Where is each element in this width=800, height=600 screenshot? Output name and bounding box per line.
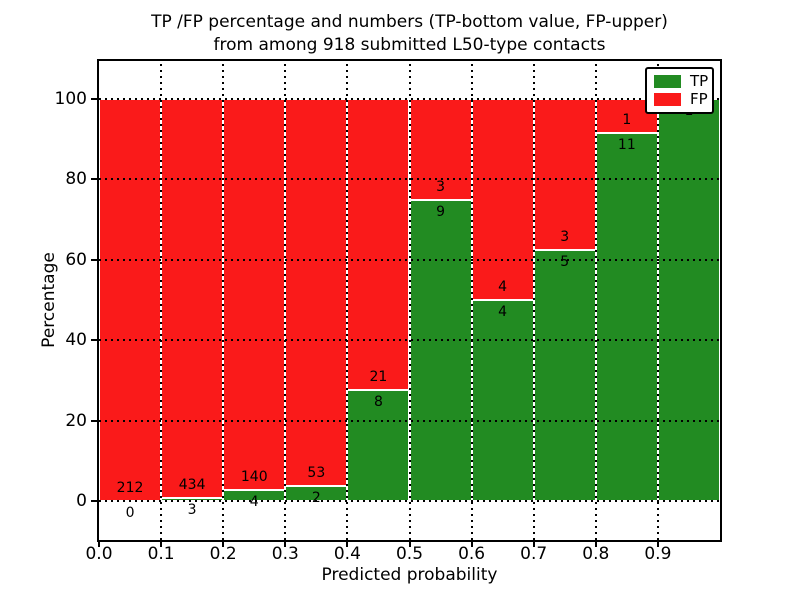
axis-spine-right xyxy=(720,59,722,542)
x-gridline xyxy=(346,61,349,540)
x-tick xyxy=(470,541,473,547)
bar-segment-fp xyxy=(533,99,596,250)
y-tick xyxy=(91,419,97,422)
fp-count-label: 212 xyxy=(116,480,144,496)
x-tick-label: 0.5 xyxy=(395,544,424,564)
tp-count-label: 11 xyxy=(617,136,636,153)
x-tick xyxy=(222,541,225,547)
bar-segment-tp xyxy=(471,300,534,501)
x-tick-label: 0.1 xyxy=(147,544,175,564)
bar-segment-fp xyxy=(471,99,534,300)
tp-count-label: 0 xyxy=(125,505,135,521)
legend-label: FP xyxy=(690,90,708,109)
legend: TP FP xyxy=(645,67,714,114)
bar-segment-fp xyxy=(99,99,162,501)
x-tick-label: 0.2 xyxy=(209,544,237,564)
fp-count-label: 1 xyxy=(622,111,632,128)
fp-count-label: 53 xyxy=(307,465,326,482)
bar-segment-tp xyxy=(533,249,596,501)
y-tick-label: 40 xyxy=(65,330,87,351)
y-tick xyxy=(91,339,97,342)
x-gridline xyxy=(160,61,163,540)
x-tick-label: 0.6 xyxy=(458,544,486,564)
x-tick xyxy=(656,541,659,547)
x-axis-label: Predicted probability xyxy=(321,565,498,585)
bar-segment-tp xyxy=(657,99,720,501)
legend-swatch-fp xyxy=(654,93,681,107)
axis-spine-left xyxy=(97,59,99,542)
fp-count-label: 4 xyxy=(498,279,508,295)
y-tick-label: 100 xyxy=(54,89,87,109)
x-tick xyxy=(594,541,597,547)
bar-segment-fp xyxy=(347,99,410,391)
bar-segment-fp xyxy=(409,99,472,200)
tp-count-label: 2 xyxy=(311,490,321,507)
fp-count-label: 3 xyxy=(560,228,570,245)
y-tick xyxy=(91,98,97,100)
x-tick-label: 0.9 xyxy=(644,544,672,564)
y-tick-label: 0 xyxy=(76,491,87,511)
legend-entry-fp: FP xyxy=(654,91,712,108)
x-tick xyxy=(346,541,349,547)
legend-entry-tp: TP xyxy=(654,73,712,90)
x-tick xyxy=(284,541,287,547)
x-gridline xyxy=(222,61,225,540)
y-tick xyxy=(91,500,97,502)
fp-count-label: 140 xyxy=(240,468,268,485)
tp-count-label: 5 xyxy=(560,253,570,270)
x-tick xyxy=(98,541,100,547)
legend-swatch-tp xyxy=(654,74,681,88)
y-tick-label: 60 xyxy=(65,249,87,270)
chart-title-line-1: TP /FP percentage and numbers (TP-bottom… xyxy=(151,12,668,32)
tp-count-label: 8 xyxy=(373,394,383,411)
x-tick xyxy=(160,541,163,547)
x-tick-label: 0.8 xyxy=(582,544,610,564)
bar-segment-fp xyxy=(223,99,286,490)
x-tick-label: 0.4 xyxy=(333,544,361,564)
axis-spine-top xyxy=(97,59,722,61)
bar-segment-tp xyxy=(409,199,472,501)
x-tick xyxy=(408,541,411,547)
legend-label: TP xyxy=(690,71,709,90)
x-gridline xyxy=(470,61,473,540)
x-tick-label: 0.7 xyxy=(520,544,548,564)
fp-count-label: 21 xyxy=(369,369,388,386)
tp-count-label: 9 xyxy=(436,203,445,220)
y-tick-label: 20 xyxy=(65,410,87,431)
y-tick xyxy=(91,258,97,261)
x-gridline xyxy=(284,61,287,540)
x-tick xyxy=(532,541,535,547)
x-tick-label: 0.0 xyxy=(85,544,113,564)
tp-count-label: 4 xyxy=(249,493,259,510)
tp-count-label: 3 xyxy=(187,502,197,519)
x-gridline xyxy=(594,61,597,540)
fp-count-label: 434 xyxy=(178,477,206,494)
x-gridline xyxy=(656,61,659,540)
x-gridline xyxy=(532,61,535,540)
tp-count-label: 4 xyxy=(498,304,508,320)
axis-spine-bottom xyxy=(97,540,722,542)
chart-title-line-2: from among 918 submitted L50-type contac… xyxy=(213,35,606,55)
bar-segment-tp xyxy=(595,132,658,501)
x-gridline xyxy=(408,61,411,540)
y-tick-label: 80 xyxy=(65,169,87,190)
bar-segment-fp xyxy=(161,99,224,499)
x-tick-label: 0.3 xyxy=(271,544,299,564)
bar-segment-fp xyxy=(285,99,348,487)
fp-count-label: 3 xyxy=(436,178,445,195)
y-tick xyxy=(91,178,97,181)
chart-title: TP /FP percentage and numbers (TP-bottom… xyxy=(99,11,720,57)
